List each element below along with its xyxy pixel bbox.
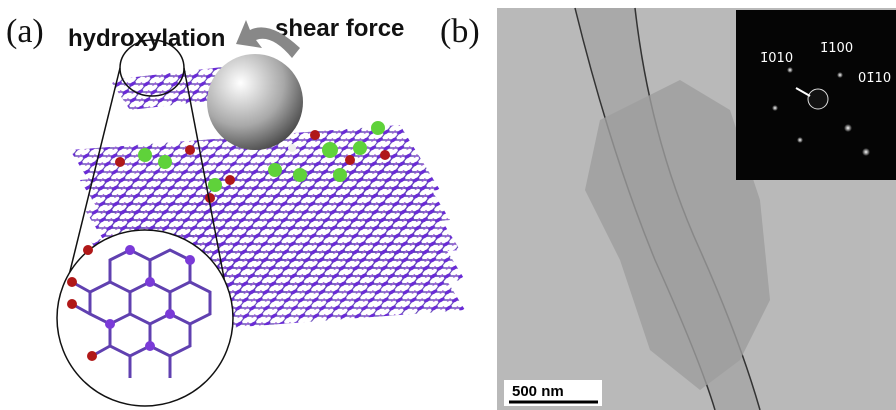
panel-label: (b) bbox=[440, 13, 480, 50]
ball bbox=[207, 54, 303, 150]
zoom-inset bbox=[56, 229, 234, 407]
annotation: shear force bbox=[275, 15, 404, 42]
diffraction-index: 1̄100 bbox=[820, 41, 853, 56]
diffraction-index: 1̄010 bbox=[760, 51, 793, 66]
functional-groups bbox=[115, 121, 390, 203]
diffraction-spots bbox=[772, 67, 870, 156]
panel-label: (a) bbox=[6, 13, 44, 50]
diffraction-index: 01̄10 bbox=[858, 71, 891, 86]
panel-b: (b) 1̄010 1̄100 01̄10 500 nm bbox=[440, 7, 896, 410]
flake bbox=[585, 80, 770, 390]
scale-bar-label: 500 nm bbox=[512, 383, 564, 400]
panel-a: (a) hydroxylation shear force bbox=[6, 13, 465, 407]
annotation: hydroxylation bbox=[68, 25, 225, 52]
shear-arrow bbox=[236, 20, 300, 58]
